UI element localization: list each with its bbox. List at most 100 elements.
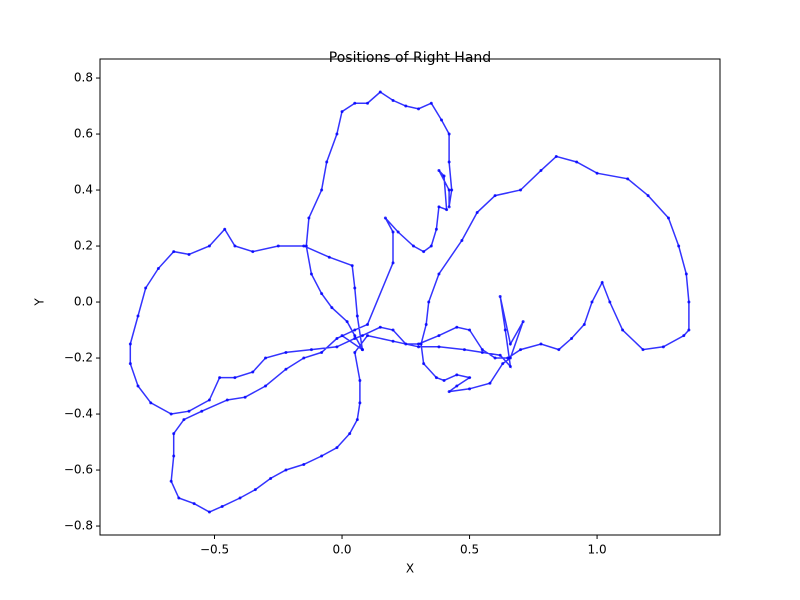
point — [460, 238, 464, 242]
point — [575, 160, 579, 164]
point — [169, 479, 173, 483]
point — [475, 210, 479, 214]
point — [302, 244, 306, 248]
point — [358, 401, 362, 405]
point — [391, 339, 395, 343]
point — [340, 110, 344, 114]
point — [251, 370, 255, 374]
point — [238, 496, 242, 500]
point — [187, 409, 191, 413]
y-tick-label: −0.2 — [64, 351, 93, 365]
point — [600, 280, 604, 284]
point — [353, 328, 357, 332]
point — [207, 510, 211, 514]
point — [128, 362, 132, 366]
point — [427, 300, 431, 304]
point — [450, 188, 454, 192]
point — [557, 348, 561, 352]
trajectory-line — [129, 91, 690, 513]
point — [358, 378, 362, 382]
point — [264, 384, 268, 388]
point — [429, 244, 433, 248]
point — [519, 348, 523, 352]
point — [340, 334, 344, 338]
point — [207, 244, 211, 248]
point — [353, 286, 357, 290]
point — [626, 177, 630, 181]
point — [424, 322, 428, 326]
point — [156, 266, 160, 270]
point — [404, 104, 408, 108]
x-tick-label: 1.0 — [588, 543, 607, 557]
x-tick-label: −0.5 — [200, 543, 229, 557]
point — [677, 244, 681, 248]
point — [396, 230, 400, 234]
point — [646, 194, 650, 198]
point — [419, 342, 423, 346]
y-axis-label: Y — [33, 298, 47, 307]
x-tick-label: 0.0 — [332, 543, 351, 557]
point — [506, 356, 510, 360]
y-tick-label: −0.4 — [64, 407, 93, 421]
point — [353, 336, 357, 340]
point — [641, 348, 645, 352]
point — [172, 432, 176, 436]
point — [493, 356, 497, 360]
point — [360, 348, 364, 352]
point — [251, 250, 255, 254]
point — [320, 188, 324, 192]
point — [437, 334, 441, 338]
point — [455, 384, 459, 388]
point — [429, 101, 433, 105]
point — [417, 107, 421, 111]
point — [350, 264, 354, 268]
y-tick-label: 0.2 — [74, 239, 93, 253]
point — [442, 378, 446, 382]
point — [404, 342, 408, 346]
y-tick-label: 0.6 — [74, 127, 93, 141]
point — [508, 356, 512, 360]
point — [682, 334, 686, 338]
point — [325, 160, 329, 164]
point — [411, 244, 415, 248]
point — [335, 446, 339, 450]
point — [437, 272, 441, 276]
point — [582, 322, 586, 326]
point — [417, 342, 421, 346]
point — [128, 342, 132, 346]
point — [353, 334, 357, 338]
point — [223, 227, 227, 231]
point — [360, 334, 364, 338]
point — [335, 132, 339, 136]
x-tick-label: 0.5 — [460, 543, 479, 557]
point — [498, 353, 502, 357]
point — [320, 292, 324, 296]
point — [539, 168, 543, 172]
point — [320, 454, 324, 458]
point — [480, 350, 484, 354]
point — [144, 286, 148, 290]
point — [177, 496, 181, 500]
point — [225, 398, 229, 402]
point — [434, 376, 438, 380]
point — [327, 255, 331, 259]
point — [570, 336, 574, 340]
point — [302, 356, 306, 360]
point — [447, 188, 451, 192]
point — [136, 314, 140, 318]
point — [462, 348, 466, 352]
point — [269, 476, 273, 480]
point — [687, 328, 691, 332]
point — [284, 350, 288, 354]
point — [172, 250, 176, 254]
point — [447, 132, 451, 136]
point — [320, 350, 324, 354]
point — [348, 432, 352, 436]
point — [439, 118, 443, 122]
point — [383, 216, 387, 220]
point — [434, 227, 438, 231]
point — [437, 345, 441, 349]
point — [304, 244, 308, 248]
point — [488, 381, 492, 385]
point — [447, 160, 451, 164]
